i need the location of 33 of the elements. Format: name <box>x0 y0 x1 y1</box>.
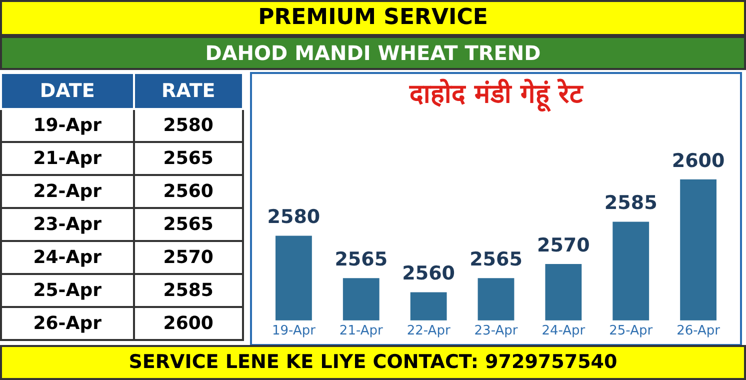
data-label: 2580 <box>134 109 243 142</box>
category-label: 24-Apr <box>1 241 134 274</box>
data-label: 2560 <box>402 262 456 285</box>
data-label: 2600 <box>134 307 243 340</box>
data-label: 2580 <box>267 206 320 228</box>
data-label: 2565 <box>470 248 522 271</box>
data-label: 2570 <box>536 234 590 256</box>
x-tick-label: 23-Apr <box>474 324 518 339</box>
category-label: 22-Apr <box>1 175 134 208</box>
x-tick-label: 25-Apr <box>609 324 654 339</box>
data-label: 2570 <box>134 241 243 274</box>
data-label: 2585 <box>604 192 658 214</box>
footer-banner: SERVICE LENE KE LIYE CONTACT: 9729757540 <box>0 345 746 380</box>
data-label: 2560 <box>134 175 243 208</box>
category-label: 23-Apr <box>1 208 134 241</box>
data-label: 2565 <box>134 142 243 175</box>
data-label: 2565 <box>334 248 388 271</box>
chart-title: दाहोद मंडी गेहूं रेट <box>408 78 584 112</box>
category-label: 21-Apr <box>1 142 134 175</box>
text: RATE <box>134 73 243 109</box>
subheader-banner: DAHOD MANDI WHEAT TREND <box>0 36 746 70</box>
data-label: 2565 <box>134 208 243 241</box>
header-banner: PREMIUM SERVICE <box>0 0 746 36</box>
category-label: 25-Apr <box>1 274 134 307</box>
x-tick-label: 19-Apr <box>272 324 316 339</box>
x-tick-label: 24-Apr <box>542 324 586 339</box>
data-label: 2600 <box>672 150 725 172</box>
x-tick-label: 22-Apr <box>406 324 451 339</box>
x-tick-label: 21-Apr <box>339 324 384 339</box>
x-tick-label: 26-Apr <box>676 324 721 339</box>
category-label: 19-Apr <box>1 109 134 142</box>
text: DATE <box>1 73 134 109</box>
data-label: 2585 <box>134 274 243 307</box>
